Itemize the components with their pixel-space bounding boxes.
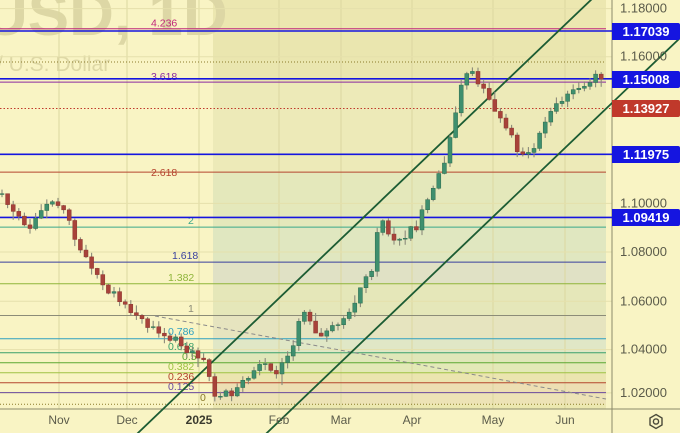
svg-text:Feb: Feb <box>269 413 290 427</box>
svg-text:Nov: Nov <box>48 413 69 427</box>
svg-text:Apr: Apr <box>403 413 422 427</box>
svg-text:May: May <box>482 413 505 427</box>
svg-text:Mar: Mar <box>331 413 352 427</box>
svg-text:2025: 2025 <box>186 413 213 427</box>
svg-text:Jun: Jun <box>555 413 574 427</box>
svg-text:Dec: Dec <box>116 413 137 427</box>
